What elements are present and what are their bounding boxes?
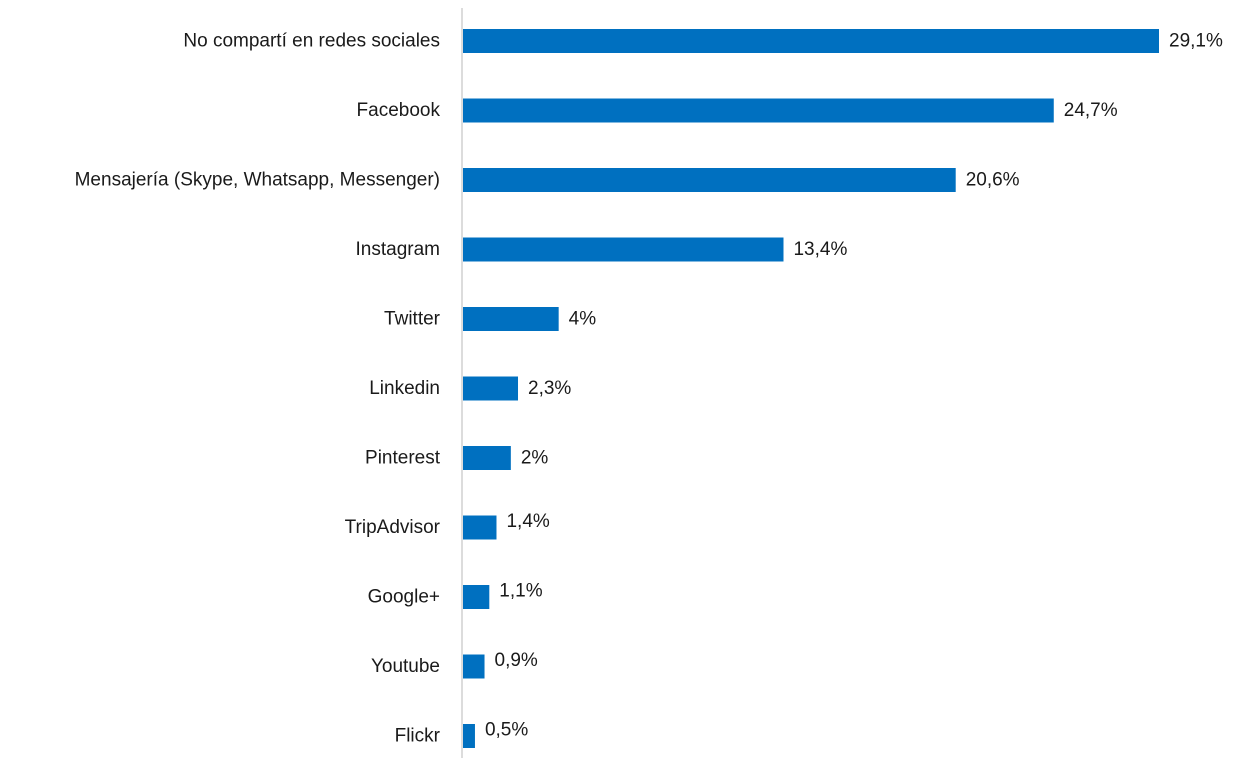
value-label-9: 0,9% xyxy=(495,650,538,671)
value-label-10: 0,5% xyxy=(485,720,528,741)
bar-7 xyxy=(463,515,497,540)
value-label-4: 4% xyxy=(569,309,597,330)
category-label-0: No compartí en redes sociales xyxy=(183,31,440,52)
value-label-6: 2% xyxy=(521,448,549,469)
value-label-3: 13,4% xyxy=(793,239,847,260)
bar-5 xyxy=(463,376,519,401)
category-label-5: Linkedin xyxy=(369,378,440,399)
value-labels-group: 29,1% 24,7% 20,6% 13,4% 4% 2,3% 2% 1,4% 1,1% 0,9%… xyxy=(485,31,1223,741)
value-label-7: 1,4% xyxy=(506,511,549,532)
bar-4 xyxy=(463,307,559,331)
bar-6 xyxy=(463,446,511,470)
category-label-1: Facebook xyxy=(357,100,441,121)
category-labels-group: No compartí en redes sociales Facebook Men… xyxy=(75,31,441,747)
category-label-10: Flickr xyxy=(395,726,441,747)
bar-0 xyxy=(463,29,1159,53)
value-label-5: 2,3% xyxy=(528,378,571,399)
bars-group xyxy=(463,29,1159,748)
bar-8 xyxy=(463,585,490,609)
bar-9 xyxy=(463,654,485,679)
value-label-8: 1,1% xyxy=(499,581,542,602)
value-label-2: 20,6% xyxy=(966,170,1020,191)
category-label-7: TripAdvisor xyxy=(345,517,441,538)
bar-1 xyxy=(463,98,1054,123)
category-label-2: Mensajería (Skype, Whatsapp, Messenger) xyxy=(75,170,440,191)
category-label-4: Twitter xyxy=(384,309,441,330)
bar-10 xyxy=(463,724,475,748)
category-label-3: Instagram xyxy=(356,239,440,260)
category-label-9: Youtube xyxy=(371,656,440,677)
bar-2 xyxy=(463,168,956,192)
value-label-0: 29,1% xyxy=(1169,31,1223,52)
category-label-8: Google+ xyxy=(368,587,440,608)
bar-3 xyxy=(463,237,784,262)
value-label-1: 24,7% xyxy=(1064,100,1118,121)
category-label-6: Pinterest xyxy=(365,448,441,469)
